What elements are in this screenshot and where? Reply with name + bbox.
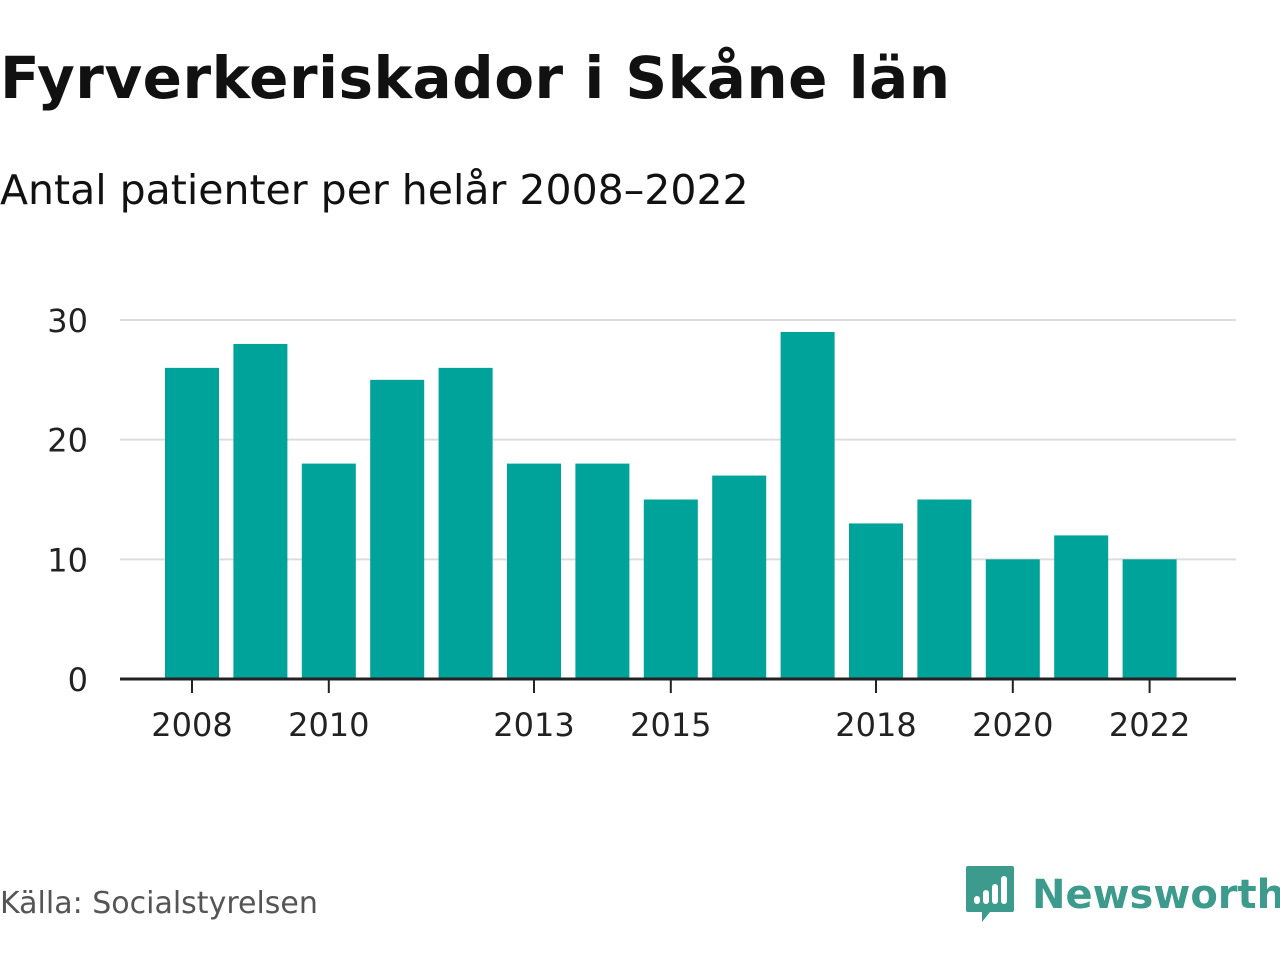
bar-2016: [712, 475, 767, 679]
x-tick-label: 2010: [288, 706, 369, 744]
bar-2009: [233, 343, 288, 679]
bar-2020: [985, 559, 1040, 679]
bar-2018: [849, 523, 903, 679]
y-tick-label: 30: [47, 302, 88, 340]
bar-2014: [575, 463, 630, 679]
x-tick-label: 2022: [1109, 706, 1190, 744]
x-tick-label: 2020: [972, 706, 1053, 744]
bar-2017: [780, 331, 835, 679]
bar-2022: [1122, 559, 1177, 679]
newsworthy-logo-icon: [966, 866, 1014, 922]
x-tick-label: 2015: [630, 706, 711, 744]
brand-name: Newsworthy: [1032, 872, 1280, 918]
y-tick-label: 0: [68, 661, 88, 699]
x-tick-label: 2008: [151, 706, 232, 744]
x-axis-ticks: 2008 2010 2013 2015 2018 2020 2022: [151, 679, 1190, 744]
bar-2015: [643, 499, 698, 679]
brand-logo: Newsworthy: [964, 864, 1280, 926]
bar-2008: [165, 367, 219, 679]
bar-2021: [1054, 535, 1109, 679]
y-axis-ticks: 0 10 20 30: [47, 302, 88, 699]
bar-2012: [438, 367, 493, 679]
y-tick-label: 20: [47, 422, 88, 460]
chart-title: Fyrverkeriskador i Skåne län: [0, 44, 951, 112]
x-tick-label: 2013: [493, 706, 574, 744]
bar-2010: [301, 463, 356, 679]
bar-2019: [917, 499, 972, 679]
chart-subtitle: Antal patienter per helår 2008–2022: [0, 166, 749, 214]
source-note: Källa: Socialstyrelsen: [0, 886, 318, 921]
bars: [165, 331, 1177, 679]
bar-2011: [370, 379, 425, 679]
bar-2013: [507, 463, 561, 679]
x-tick-label: 2018: [835, 706, 916, 744]
y-tick-label: 10: [47, 541, 88, 579]
